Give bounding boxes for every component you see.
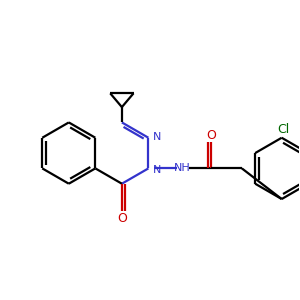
- Text: NH: NH: [174, 164, 190, 173]
- Text: N: N: [153, 165, 161, 175]
- Text: O: O: [206, 129, 216, 142]
- Text: O: O: [117, 212, 127, 224]
- Text: Cl: Cl: [277, 123, 289, 136]
- Text: N: N: [153, 132, 161, 142]
